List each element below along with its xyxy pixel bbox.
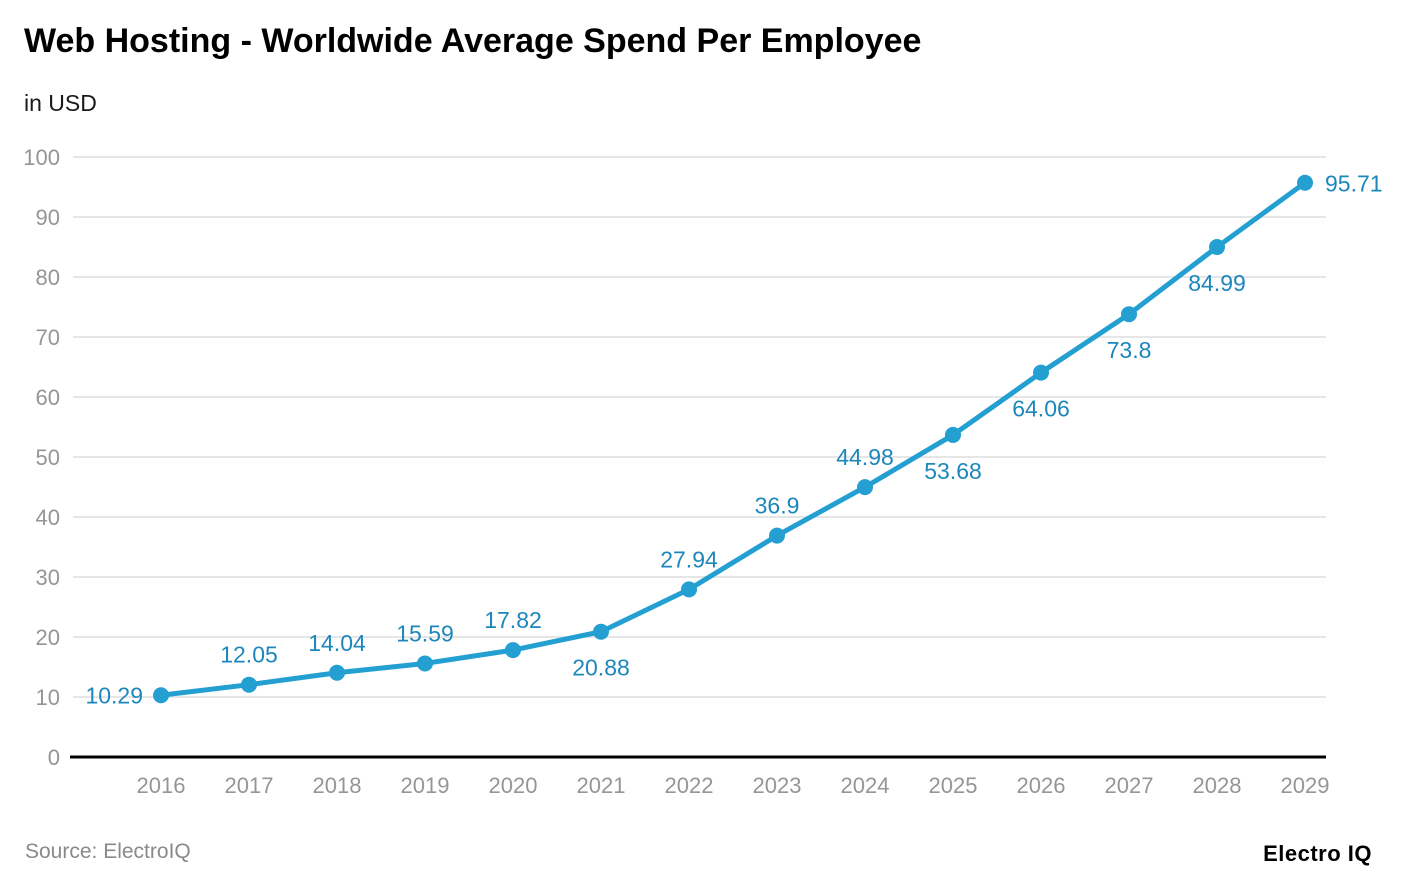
x-axis-label: 2024: [841, 773, 890, 798]
data-point-label: 10.29: [85, 682, 143, 708]
y-axis-label: 20: [36, 625, 60, 650]
data-point: [1033, 364, 1049, 381]
y-axis-label: 40: [36, 505, 60, 530]
data-point-label: 95.71: [1325, 171, 1383, 197]
data-point: [857, 479, 873, 496]
chart-subtitle: in USD: [24, 90, 97, 116]
data-point-label: 44.98: [836, 444, 894, 470]
data-point: [1209, 239, 1225, 256]
data-point: [153, 687, 169, 704]
y-axis-label: 0: [48, 745, 60, 770]
y-axis-label: 50: [36, 445, 60, 470]
x-axis-label: 2026: [1017, 773, 1066, 798]
data-point-label: 64.06: [1012, 396, 1070, 422]
data-point-label: 12.05: [220, 642, 278, 668]
data-point: [329, 664, 345, 681]
data-point-label: 27.94: [660, 546, 718, 572]
data-point-label: 14.04: [308, 630, 366, 656]
y-axis-label: 100: [23, 145, 60, 170]
data-point: [1121, 306, 1137, 323]
x-axis-label: 2021: [577, 773, 626, 798]
source-label: Source: ElectroIQ: [25, 840, 191, 863]
y-axis-label: 80: [36, 265, 60, 290]
chart-title: Web Hosting - Worldwide Average Spend Pe…: [24, 22, 922, 60]
data-point: [505, 642, 521, 659]
data-point-label: 20.88: [572, 655, 630, 681]
data-point-label: 53.68: [924, 458, 982, 484]
data-point-label: 84.99: [1188, 270, 1246, 296]
y-axis-label: 70: [36, 325, 60, 350]
y-axis-label: 30: [36, 565, 60, 590]
data-point-label: 36.9: [755, 493, 800, 519]
x-axis-label: 2029: [1281, 773, 1330, 798]
data-point-label: 17.82: [484, 607, 542, 633]
brand-logo: Electro IQ: [1263, 841, 1372, 866]
x-axis-label: 2028: [1193, 773, 1242, 798]
x-axis-label: 2017: [225, 773, 274, 798]
x-axis-label: 2020: [489, 773, 538, 798]
y-axis-label: 10: [36, 685, 60, 710]
data-point: [593, 623, 609, 640]
y-axis-label: 60: [36, 385, 60, 410]
data-point: [681, 581, 697, 598]
data-series-line: [158, 180, 1308, 698]
data-point: [945, 426, 961, 443]
x-axis-label: 2025: [929, 773, 978, 798]
x-axis-label: 2018: [313, 773, 362, 798]
data-point: [769, 527, 785, 544]
y-axis-label: 90: [36, 205, 60, 230]
data-point: [241, 676, 257, 693]
data-point: [417, 655, 433, 672]
data-point-label: 73.8: [1107, 337, 1152, 363]
x-axis-label: 2019: [401, 773, 450, 798]
x-axis-label: 2023: [753, 773, 802, 798]
x-axis-label: 2022: [665, 773, 714, 798]
data-point-label: 15.59: [396, 620, 454, 646]
data-point: [1297, 174, 1313, 191]
x-axis-label: 2027: [1105, 773, 1154, 798]
x-axis-label: 2016: [137, 773, 186, 798]
